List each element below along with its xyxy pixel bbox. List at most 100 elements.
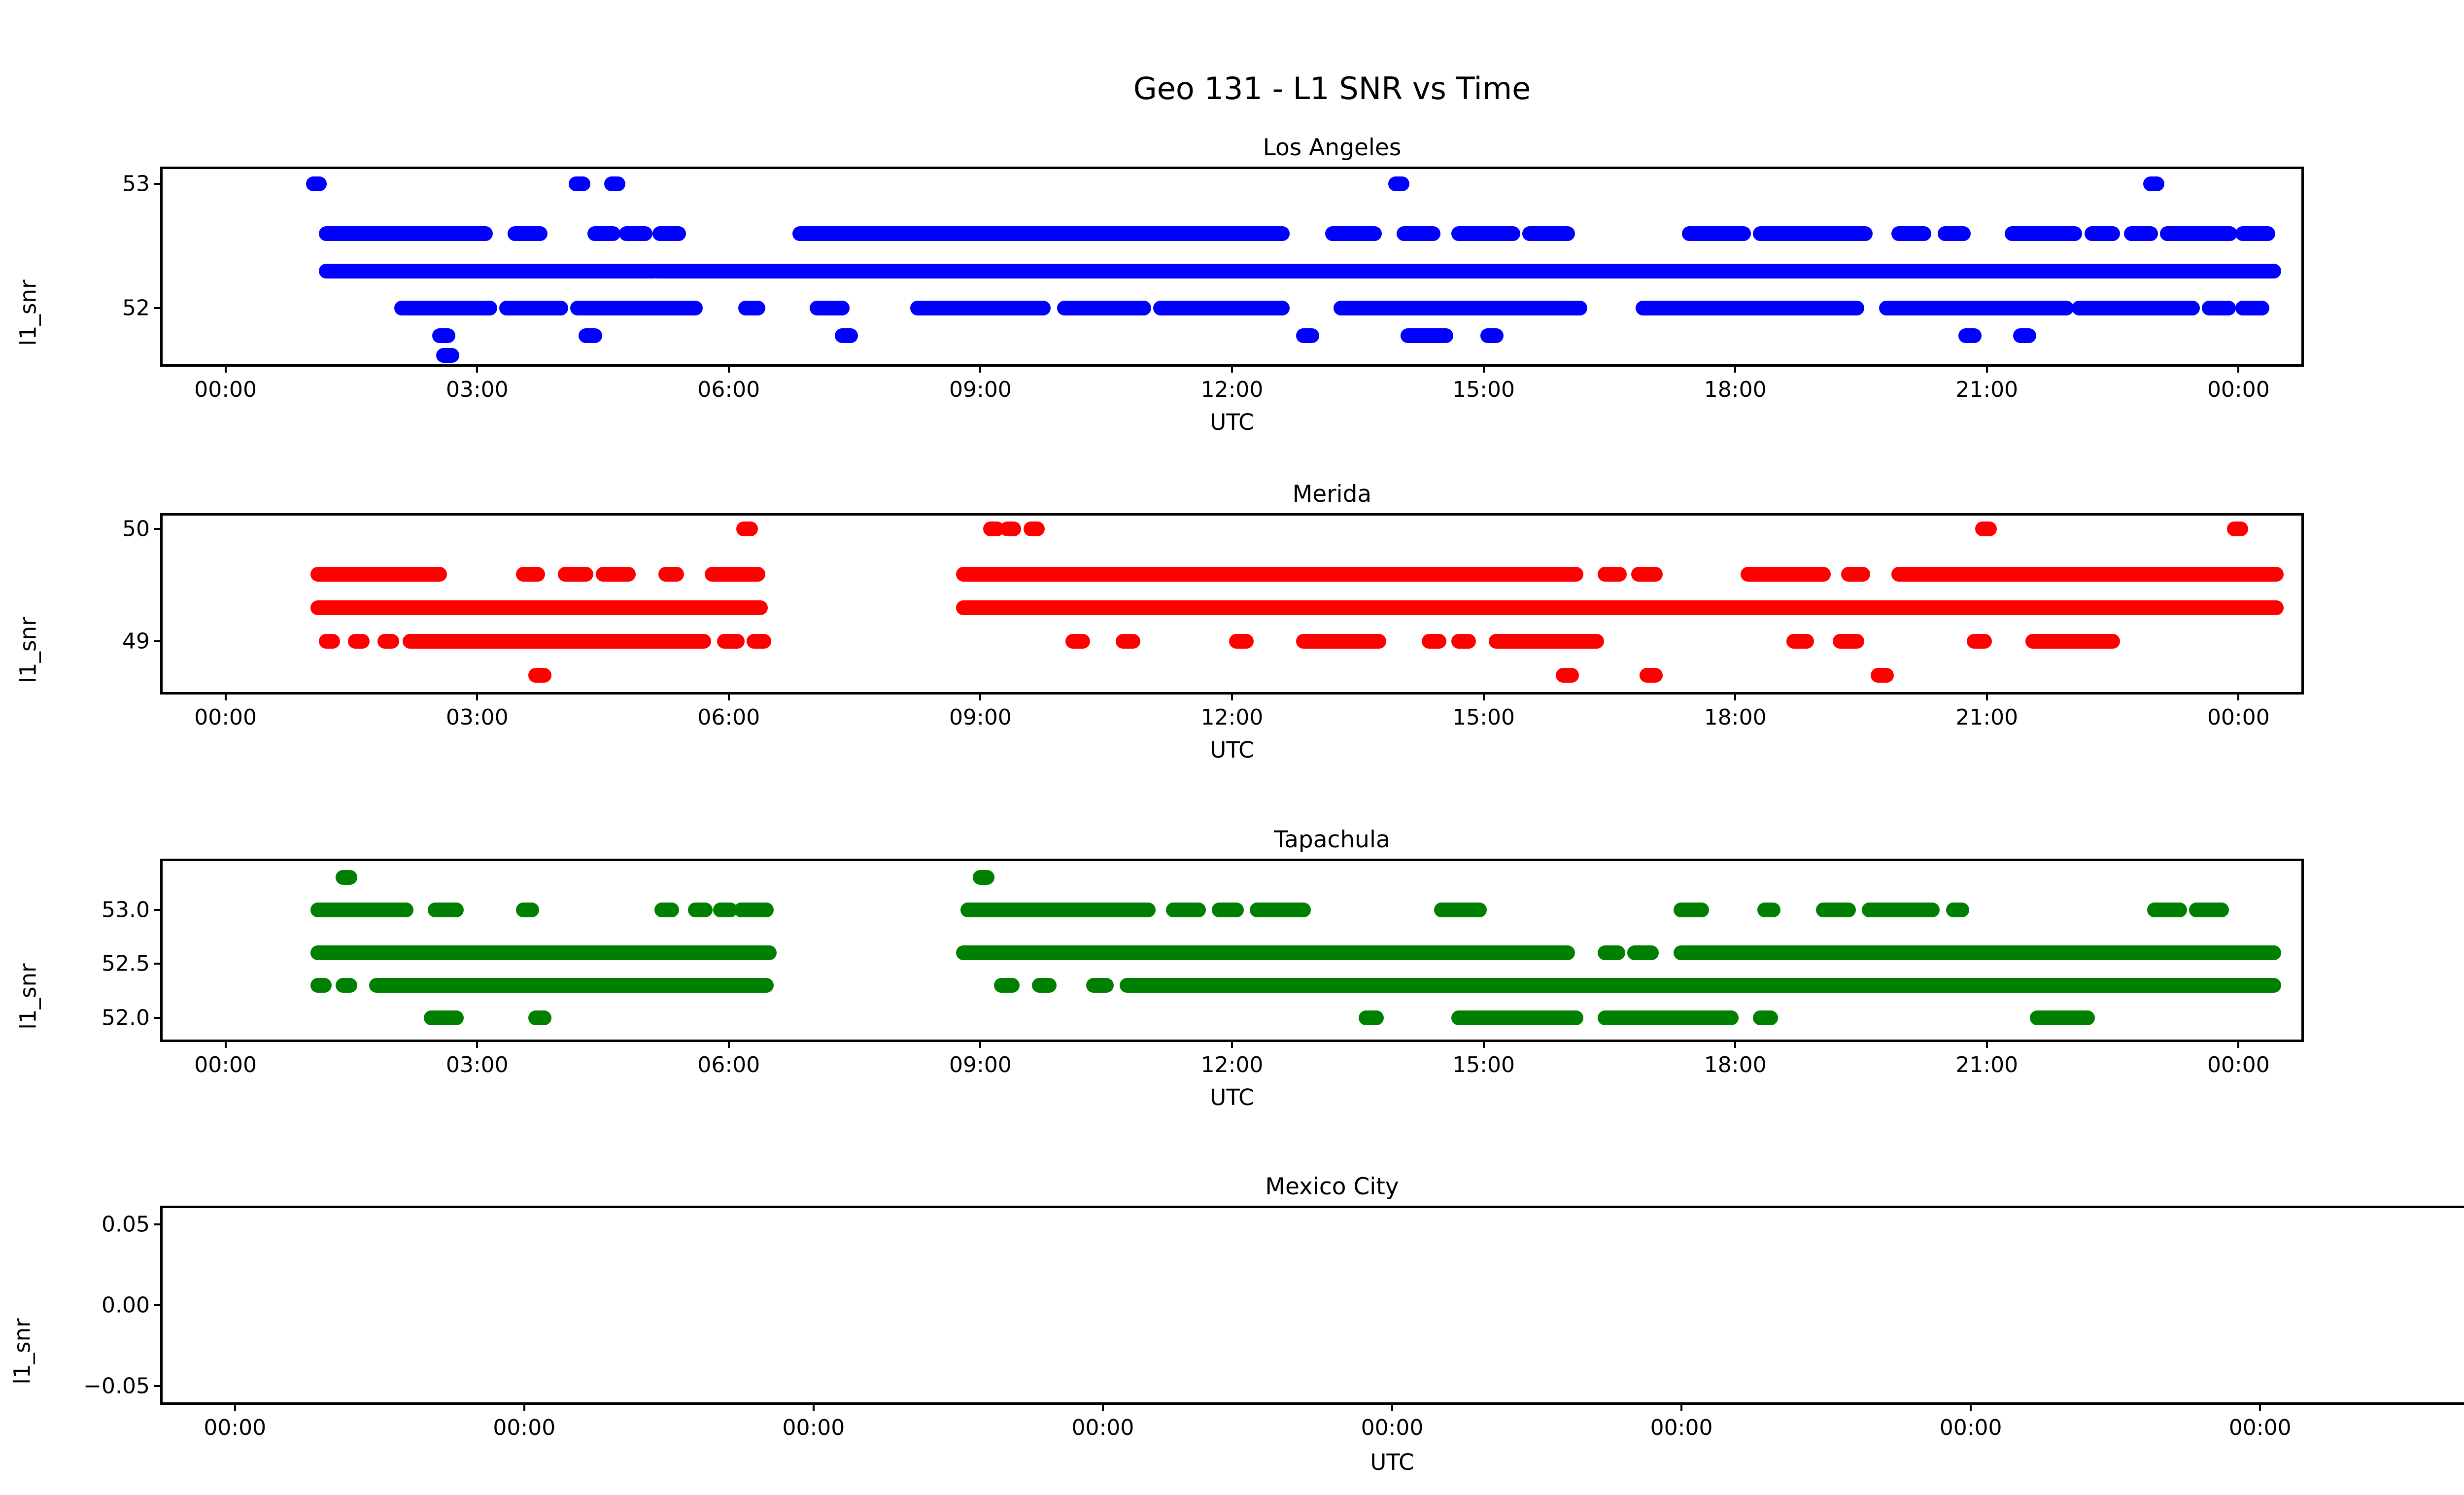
x-tick (1231, 1040, 1233, 1048)
scatter-marker (1891, 226, 1932, 242)
x-tick (1482, 364, 1485, 373)
scatter-marker (1031, 978, 1057, 993)
subplot-title-tapachula: Tapachula (1274, 826, 1390, 853)
x-tick-label: 03:00 (445, 705, 509, 730)
y-tick (154, 1385, 163, 1388)
scatter-marker (604, 176, 626, 192)
scatter-marker (310, 566, 447, 582)
x-tick (1482, 692, 1485, 700)
scatter-marker (1598, 1010, 1739, 1026)
scatter-marker (1434, 902, 1487, 917)
scatter-marker (403, 634, 711, 649)
y-tick (154, 528, 163, 530)
x-tick-label: 06:00 (697, 377, 760, 402)
y-tick (154, 1223, 163, 1225)
scatter-marker (310, 600, 768, 615)
x-tick-label: 00:00 (1650, 1415, 1713, 1440)
scatter-marker (1325, 226, 1382, 242)
x-tick (476, 1040, 479, 1048)
scatter-marker (734, 902, 774, 917)
scatter-marker (717, 634, 745, 649)
scatter-marker (652, 226, 686, 242)
scatter-marker (1946, 902, 1969, 917)
y-tick-label: 0.00 (102, 1292, 150, 1318)
y-tick (154, 908, 163, 911)
scatter-marker (318, 226, 493, 242)
axes-mexico-city: 00:00 00:00 00:00 00:00 00:00 00:00 00:00 00:00… (83, 1206, 2464, 1440)
x-tick (812, 1402, 815, 1411)
x-tick-label: 00:00 (204, 1415, 267, 1440)
scatter-marker (570, 301, 703, 316)
x-tick (224, 1040, 227, 1048)
x-tick (2259, 1402, 2261, 1411)
x-tick-label: 06:00 (697, 1052, 760, 1078)
x-tick-label: 00:00 (782, 1415, 845, 1440)
x-tick-label: 18:00 (1704, 1052, 1767, 1078)
scatter-points-merida (163, 516, 2301, 692)
y-tick-label: 53.0 (102, 897, 150, 923)
y-tick-label: 49 (122, 628, 150, 654)
y-axis-label-tapachula: l1_snr (15, 963, 41, 1030)
scatter-marker (2004, 226, 2083, 242)
scatter-marker (1841, 566, 1870, 582)
x-tick (727, 692, 730, 700)
scatter-marker (1250, 902, 1311, 917)
x-tick-label: 12:00 (1200, 1052, 1264, 1078)
scatter-marker (1480, 328, 1504, 343)
x-tick (1985, 1040, 1988, 1048)
scatter-marker (834, 328, 858, 343)
scatter-marker (746, 634, 772, 649)
scatter-marker (335, 978, 357, 993)
x-tick (2237, 692, 2240, 700)
scatter-marker (1640, 667, 1663, 683)
scatter-marker (1522, 226, 1575, 242)
scatter-marker (910, 301, 1051, 316)
scatter-marker (650, 263, 2281, 278)
scatter-marker (1753, 1010, 1778, 1026)
x-tick-label: 03:00 (445, 1052, 509, 1078)
scatter-marker (687, 902, 713, 917)
y-axis-label-merida: l1_snr (15, 617, 41, 683)
x-tick (1101, 1402, 1104, 1411)
scatter-marker (1870, 667, 1894, 683)
scatter-marker (2071, 301, 2200, 316)
y-axis-label-los-angeles: l1_snr (15, 279, 41, 346)
scatter-marker (1086, 978, 1114, 993)
scatter-marker (1681, 226, 1751, 242)
y-tick-label: 50 (122, 516, 150, 542)
x-tick (1482, 1040, 1485, 1048)
scatter-marker (619, 226, 652, 242)
x-tick-label: 21:00 (1955, 1052, 2019, 1078)
y-tick (154, 183, 163, 185)
x-tick (1231, 364, 1233, 373)
scatter-marker (1631, 566, 1663, 582)
y-tick-label: 0.05 (102, 1212, 150, 1237)
scatter-marker (1065, 634, 1091, 649)
scatter-marker (318, 634, 341, 649)
x-axis-label-los-angeles: UTC (1210, 409, 1254, 435)
scatter-marker (394, 301, 497, 316)
x-tick (523, 1402, 525, 1411)
scatter-marker (579, 328, 602, 343)
scatter-marker (736, 522, 758, 537)
x-tick-label: 00:00 (1361, 1415, 1424, 1440)
x-tick (2237, 1040, 2240, 1048)
x-tick (979, 364, 982, 373)
x-tick-label: 21:00 (1955, 705, 2019, 730)
x-tick (224, 692, 227, 700)
axes-los-angeles: 00:00 03:00 06:00 09:00 12:00 15:00 18:00 21:00… (122, 167, 2304, 402)
x-tick-label: 12:00 (1200, 377, 1264, 402)
x-tick-label: 00:00 (2207, 1052, 2270, 1078)
subplot-title-mexico-city: Mexico City (1265, 1173, 1399, 1200)
scatter-marker (956, 945, 1575, 961)
scatter-marker (1359, 1010, 1384, 1026)
x-tick (1734, 692, 1737, 700)
scatter-marker (428, 902, 464, 917)
scatter-marker (658, 566, 684, 582)
scatter-marker (2201, 301, 2236, 316)
scatter-marker (956, 600, 2284, 615)
scatter-marker (1296, 634, 1386, 649)
scatter-marker (792, 226, 1290, 242)
scatter-marker (1120, 978, 2281, 993)
scatter-marker (2189, 902, 2229, 917)
